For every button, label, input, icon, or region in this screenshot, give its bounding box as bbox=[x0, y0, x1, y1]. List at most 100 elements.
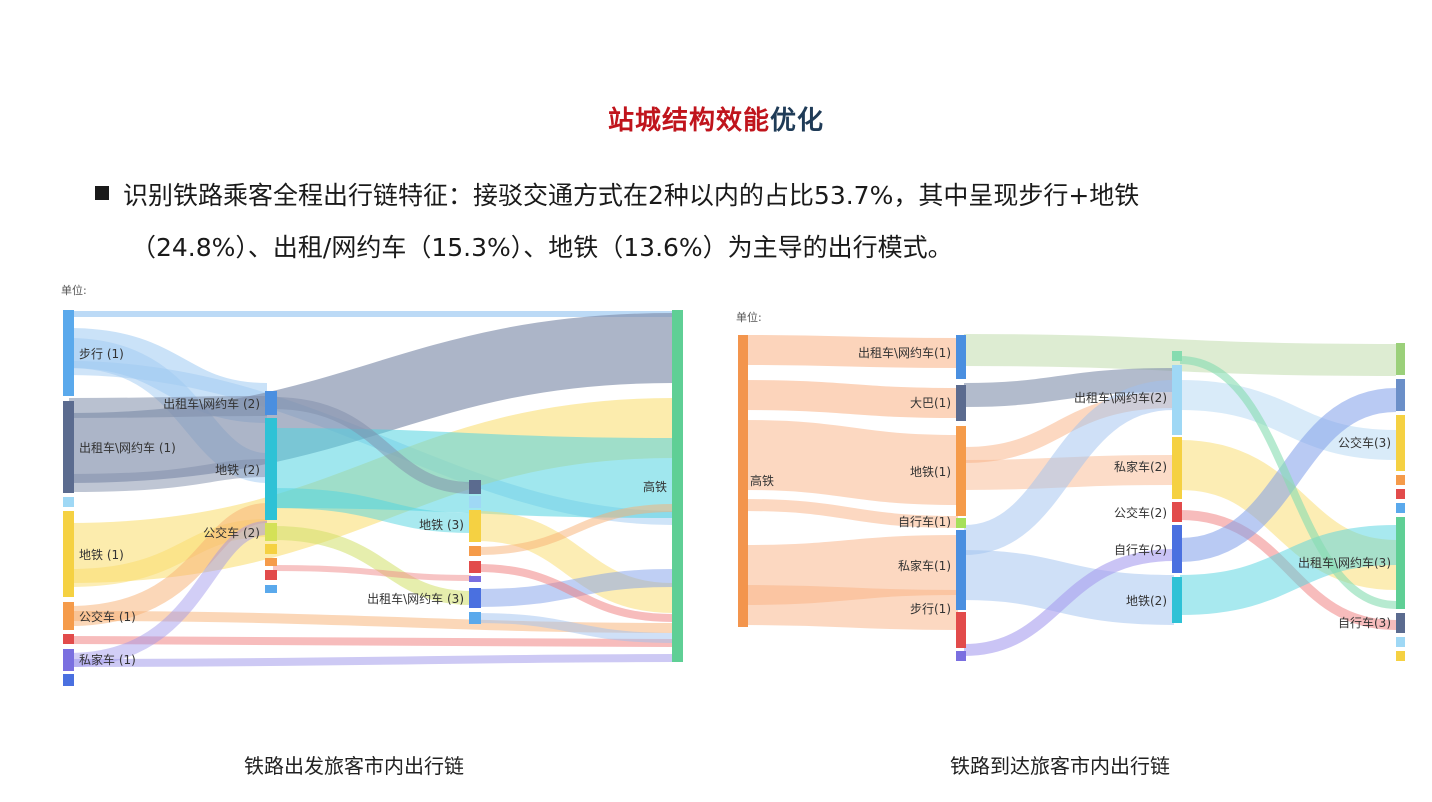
link bbox=[272, 397, 472, 494]
node-taxi3 bbox=[469, 588, 481, 608]
label-taxi3: 出租车\网约车 (3) bbox=[367, 591, 464, 606]
label-bus-b1: 大巴(1) bbox=[910, 396, 951, 410]
node-bus2 bbox=[265, 523, 277, 541]
node bbox=[469, 576, 481, 582]
link bbox=[476, 504, 674, 555]
node bbox=[1172, 351, 1182, 361]
label-taxi2: 出租车\网约车(2) bbox=[1074, 390, 1167, 405]
left-chart-caption: 铁路出发旅客市内出行链 bbox=[244, 754, 464, 778]
bullet-text-1: 识别铁路乘客全程出行链特征：接驳交通方式在2种以内的占比53.7%，其中呈现步行… bbox=[123, 181, 1140, 210]
link bbox=[963, 380, 1175, 555]
link bbox=[1179, 380, 1397, 460]
node bbox=[265, 558, 277, 566]
left-unit-label: 单位: bbox=[61, 283, 87, 297]
left-sankey-diagram: 单位: bbox=[61, 283, 683, 686]
link bbox=[743, 535, 959, 605]
label-bus3: 公交车(3) bbox=[1338, 435, 1391, 450]
label-metro2: 地铁(2) bbox=[1126, 594, 1167, 608]
node-taxi1 bbox=[63, 401, 74, 493]
node-bike2 bbox=[1172, 525, 1182, 573]
link bbox=[272, 526, 472, 605]
label-bike2: 自行车(2) bbox=[1114, 542, 1167, 557]
link bbox=[963, 549, 1175, 656]
node-taxi2 bbox=[1172, 365, 1182, 435]
node-walk1 bbox=[63, 310, 74, 396]
node-metro1 bbox=[63, 511, 74, 597]
link bbox=[743, 380, 959, 418]
link bbox=[963, 550, 1175, 625]
label-bus2: 公交车(2) bbox=[1114, 505, 1167, 520]
link bbox=[68, 654, 674, 667]
link bbox=[1179, 525, 1397, 615]
node bbox=[469, 612, 481, 624]
node-taxi2 bbox=[265, 391, 277, 415]
node-metro3 bbox=[469, 510, 481, 542]
link bbox=[476, 564, 674, 622]
label-hsr: 高铁 bbox=[643, 479, 667, 494]
link bbox=[68, 503, 268, 626]
node bbox=[1396, 379, 1405, 411]
label-car1: 私家车 (1) bbox=[79, 652, 136, 667]
bullet-point: 识别铁路乘客全程出行链特征：接驳交通方式在2种以内的占比53.7%，其中呈现步行… bbox=[95, 170, 1355, 274]
right-sankey-diagram: 单位: 高铁 出租车\网约车(1) bbox=[736, 310, 1405, 661]
link bbox=[68, 459, 268, 492]
node-metro2 bbox=[1172, 577, 1182, 623]
node-metro2 bbox=[265, 418, 277, 520]
node-walk1 bbox=[956, 612, 966, 648]
link bbox=[68, 521, 268, 667]
node bbox=[469, 561, 481, 573]
link bbox=[476, 613, 674, 643]
node-hsr bbox=[738, 335, 748, 627]
label-taxi3: 出租车\网约车(3) bbox=[1298, 555, 1391, 570]
label-car1: 私家车(1) bbox=[898, 558, 951, 573]
node-taxi1 bbox=[956, 335, 966, 379]
node bbox=[63, 497, 74, 507]
node-bus-b1 bbox=[956, 385, 966, 421]
link bbox=[476, 569, 674, 607]
title-part2: 优化 bbox=[770, 106, 825, 136]
node bbox=[1396, 489, 1405, 499]
label-bike1: 自行车(1) bbox=[898, 514, 951, 529]
label-taxi1: 出租车\网约车 (1) bbox=[79, 440, 176, 455]
label-bus1: 公交车 (1) bbox=[79, 609, 136, 624]
node bbox=[1396, 651, 1405, 661]
label-metro1: 地铁 (1) bbox=[79, 548, 124, 562]
link bbox=[272, 565, 472, 581]
node-taxi3 bbox=[1396, 517, 1405, 609]
node bbox=[469, 546, 481, 556]
node bbox=[63, 634, 74, 644]
title-part1: 站城结构效能 bbox=[607, 106, 770, 136]
label-taxi2: 出租车\网约车 (2) bbox=[163, 396, 260, 411]
node-metro1 bbox=[956, 426, 966, 516]
node-bus1 bbox=[63, 602, 74, 630]
link bbox=[68, 313, 674, 483]
node-hsr bbox=[672, 310, 683, 662]
node bbox=[265, 570, 277, 580]
node bbox=[265, 544, 277, 554]
node-bike3 bbox=[1396, 613, 1405, 633]
label-metro2: 地铁 (2) bbox=[215, 463, 260, 477]
label-car2: 私家车(2) bbox=[1114, 459, 1167, 474]
node bbox=[956, 651, 966, 661]
node bbox=[63, 674, 74, 686]
link bbox=[743, 499, 959, 528]
bullet-square-icon bbox=[95, 186, 109, 200]
label-bus2: 公交车 (2) bbox=[203, 525, 260, 540]
node-bus2 bbox=[1172, 502, 1182, 522]
label-walk1: 步行(1) bbox=[910, 602, 951, 616]
link bbox=[68, 636, 674, 647]
link bbox=[1179, 356, 1397, 609]
label-walk1: 步行 (1) bbox=[79, 347, 124, 361]
node bbox=[1396, 475, 1405, 485]
node-car1 bbox=[956, 530, 966, 610]
node-car2 bbox=[1172, 437, 1182, 499]
node bbox=[1396, 503, 1405, 513]
node-bus3 bbox=[1396, 415, 1405, 471]
node-bike1 bbox=[956, 518, 966, 528]
page-title: 站城结构效能优化 bbox=[0, 100, 1432, 137]
link bbox=[743, 585, 959, 630]
node bbox=[469, 496, 481, 508]
link bbox=[963, 368, 1175, 407]
node bbox=[469, 480, 481, 494]
label-hsr: 高铁 bbox=[750, 473, 774, 488]
